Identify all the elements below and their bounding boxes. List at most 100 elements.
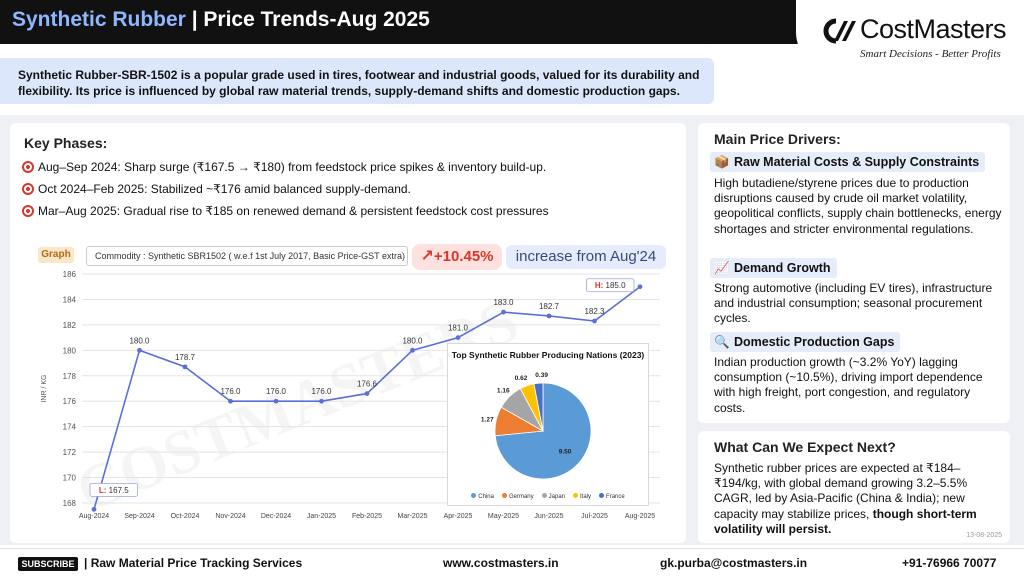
- y-tick-label: 184: [63, 295, 77, 304]
- data-point: [364, 391, 370, 396]
- x-tick-label: Feb-2025: [352, 513, 382, 520]
- y-tick-label: 168: [63, 499, 77, 508]
- y-tick-label: 172: [63, 448, 77, 457]
- intro-text: Synthetic Rubber-SBR-1502 is a popular g…: [0, 58, 714, 104]
- page-title: Synthetic Rubber | Price Trends-Aug 2025: [12, 8, 430, 32]
- producers-pie-chart: 9.50 1.27 1.16 0.62 0.39: [481, 372, 592, 480]
- pie-slice-france: [533, 382, 544, 432]
- pie-data-label: 0.62: [515, 375, 528, 382]
- high-label: H: 185.0: [586, 278, 635, 293]
- change-text: increase from Aug'24: [506, 245, 666, 269]
- data-label: 180.0: [129, 336, 150, 345]
- title-rest: | Price Trends-Aug 2025: [185, 8, 430, 31]
- outlook-title: What Can We Expect Next?: [714, 439, 896, 455]
- producers-pie-card: 9.50 1.27 1.16 0.62 0.39 Top Synthetic Rubbe…: [447, 343, 649, 506]
- footer: SUBSCRIBE | Raw Material Price Tracking …: [0, 548, 1024, 576]
- driver-heading: 📈 Demand Growth: [710, 258, 837, 278]
- x-tick-label: Jul-2025: [581, 513, 608, 520]
- y-tick-label: 180: [63, 346, 77, 355]
- data-label: 176.0: [220, 387, 241, 396]
- phase-item: Mar–Aug 2025: Gradual rise to ₹185 on re…: [22, 204, 549, 218]
- data-point: [228, 398, 233, 404]
- x-tick-label: Jun-2025: [534, 513, 563, 520]
- data-label: 183.0: [493, 298, 514, 307]
- key-phases-title: Key Phases:: [24, 135, 108, 151]
- data-label: 182.7: [539, 302, 560, 311]
- email-link[interactable]: gk.purba@costmasters.in: [660, 556, 808, 570]
- legend-item: Italy: [573, 493, 592, 500]
- low-label: L: 167.5: [89, 482, 138, 497]
- data-label: 178.7: [175, 353, 196, 362]
- services-text: | Raw Material Price Tracking Services: [84, 556, 303, 570]
- data-label: 182.3: [584, 307, 605, 316]
- pie-data-label: 1.27: [481, 417, 494, 424]
- title-highlight: Synthetic Rubber: [12, 8, 186, 31]
- key-phases-panel: Key Phases: Aug–Sep 2024: Sharp surge (₹…: [10, 123, 686, 543]
- pie-data-label: 9.50: [559, 448, 572, 455]
- change-badge: ↗+10.45%: [412, 244, 502, 270]
- outlook-panel: What Can We Expect Next? Synthetic rubbe…: [698, 431, 1010, 543]
- phase-item: Oct 2024–Feb 2025: Stabilized ~₹176 amid…: [22, 182, 411, 196]
- driver-heading: 📦 Raw Material Costs & Supply Constraints: [710, 152, 986, 172]
- data-label: 180.0: [402, 336, 423, 345]
- legend-item: China: [471, 493, 494, 500]
- x-tick-label: Dec-2024: [261, 513, 291, 520]
- pie-data-label: 0.39: [535, 372, 548, 379]
- data-label: 181.0: [448, 324, 469, 333]
- legend-label: France: [606, 493, 625, 500]
- target-icon: [22, 183, 34, 195]
- data-point: [501, 309, 506, 315]
- x-tick-label: Jan-2025: [307, 513, 336, 520]
- data-label: 176.0: [311, 387, 332, 396]
- y-tick-label: 174: [63, 423, 77, 432]
- brand-logo: CostMasters Smart Decisions - Better Pro…: [796, 0, 1024, 72]
- target-icon: [22, 161, 34, 173]
- legend-item: Germany: [501, 493, 534, 500]
- driver-body: High butadiene/styrene prices due to pro…: [714, 176, 1002, 236]
- legend-label: Italy: [580, 493, 592, 500]
- data-point: [455, 335, 461, 341]
- pie-data-label: 1.16: [497, 388, 510, 395]
- data-label: L: 167.5: [99, 486, 129, 495]
- x-tick-label: Sep-2024: [124, 513, 154, 520]
- y-tick-label: 186: [63, 270, 77, 279]
- target-icon: [22, 205, 34, 217]
- x-tick-label: Oct-2024: [171, 513, 200, 520]
- subscribe-button[interactable]: SUBSCRIBE: [18, 557, 78, 571]
- website-link[interactable]: www.costmasters.in: [443, 556, 559, 570]
- data-point: [637, 284, 643, 290]
- outlook-body: Synthetic rubber prices are expected at …: [714, 461, 977, 536]
- data-point: [91, 506, 97, 512]
- data-point: [410, 347, 415, 353]
- data-point: [546, 313, 552, 319]
- legend-swatch: [471, 493, 477, 498]
- y-axis-label: INR / KG: [41, 374, 48, 402]
- pie-legend: China Germany Japan Italy France: [448, 493, 648, 500]
- legend-label: China: [478, 493, 494, 500]
- brand-name: CostMasters: [860, 14, 1007, 44]
- arrow-up-right-icon: ↗: [420, 248, 434, 265]
- y-tick-label: 178: [63, 372, 77, 381]
- x-tick-label: Aug-2024: [79, 513, 109, 520]
- chart-up-icon: 📈: [714, 261, 730, 275]
- legend-swatch: [541, 493, 547, 498]
- x-tick-label: Apr-2025: [444, 513, 473, 520]
- package-icon: 📦: [714, 155, 730, 169]
- pie-title: Top Synthetic Rubber Producing Nations (…: [451, 350, 645, 360]
- driver-body: Indian production growth (~3.2% YoY) lag…: [714, 355, 983, 415]
- legend-label: Japan: [548, 493, 566, 500]
- phase-item: Aug–Sep 2024: Sharp surge (₹167.5 → ₹180…: [22, 160, 546, 174]
- x-tick-label: Aug-2025: [625, 513, 655, 520]
- legend-swatch: [599, 493, 605, 498]
- data-point: [319, 398, 324, 404]
- x-tick-label: Mar-2025: [398, 513, 428, 520]
- legend-label: Germany: [508, 493, 534, 500]
- commodity-label: Commodity : Synthetic SBR1502 ( w.e.f 1s…: [86, 246, 408, 266]
- magnifier-icon: 🔍: [714, 335, 730, 349]
- x-tick-label: Nov-2024: [215, 513, 245, 520]
- legend-item: France: [599, 493, 625, 500]
- data-label: 176.6: [357, 380, 378, 389]
- phone-number: +91-76966 70077: [902, 556, 997, 570]
- legend-item: Japan: [541, 493, 566, 500]
- data-label: H: 185.0: [595, 281, 626, 290]
